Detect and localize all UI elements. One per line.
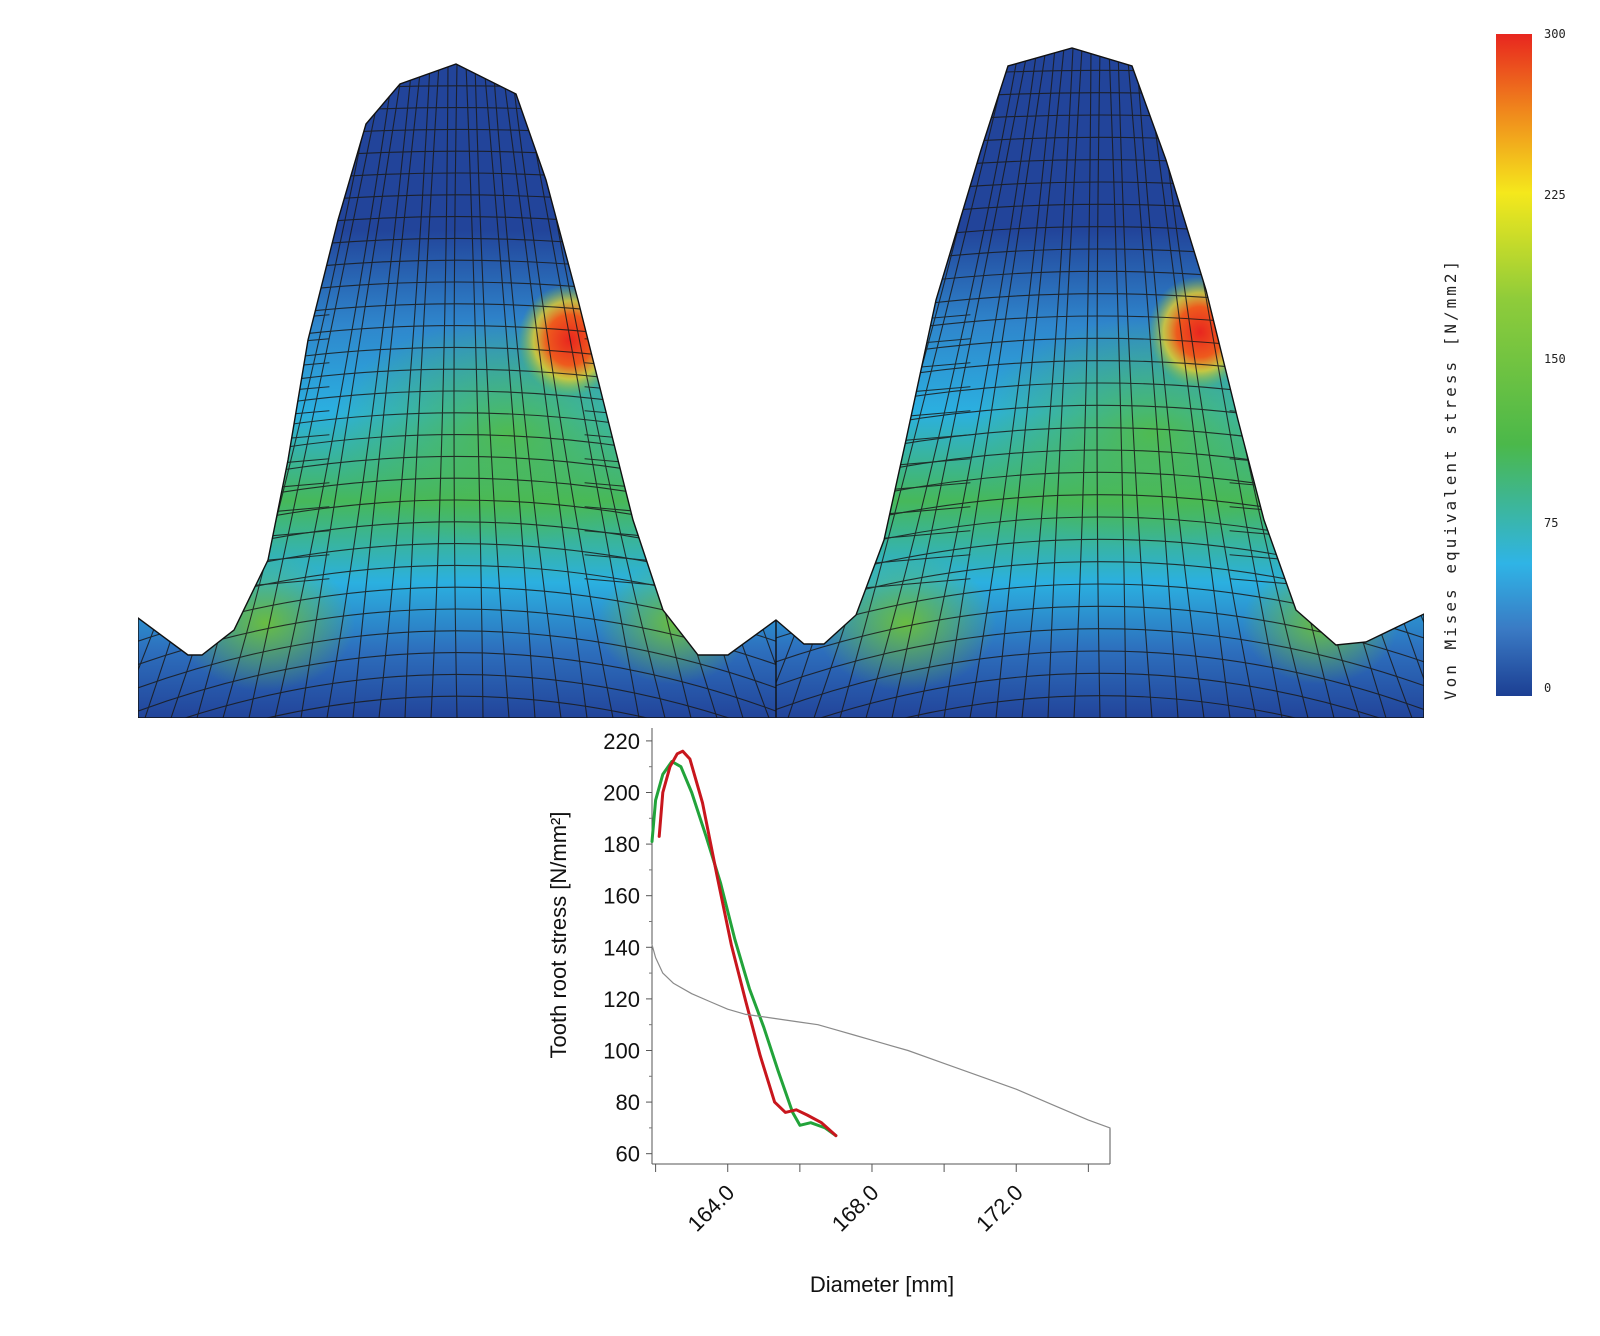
x-tick-label: 164.0	[683, 1180, 740, 1237]
x-tick-label: 168.0	[827, 1180, 884, 1237]
y-tick-label: 180	[603, 832, 640, 857]
y-tick-label: 60	[616, 1142, 640, 1167]
x-tick-label: 172.0	[971, 1180, 1028, 1237]
y-tick-label: 220	[603, 729, 640, 754]
chart-axes: 60 80 100 120 140 160 180 200 220 164.0 168.0 172.0	[603, 728, 1111, 1237]
colorbar-gradient	[1496, 34, 1532, 696]
y-axis-label: Tooth root stress [N/mm²]	[546, 812, 571, 1059]
colorbar-tick-75: 75	[1544, 516, 1558, 530]
series-line-2	[651, 944, 1111, 1129]
colorbar-tick-300: 300	[1544, 27, 1566, 41]
y-tick-label: 100	[603, 1038, 640, 1063]
series-line-1	[657, 749, 838, 1138]
colorbar-tick-0: 0	[1544, 681, 1551, 695]
tooth-root-stress-chart: 60 80 100 120 140 160 180 200 220 164.0 168.0 172.0…	[540, 720, 1160, 1330]
fea-stress-plot-left	[138, 40, 776, 718]
fea-stress-plot-right	[776, 40, 1424, 718]
y-tick-label: 200	[603, 780, 640, 805]
series-line-0	[650, 760, 838, 1138]
y-tick-label: 160	[603, 884, 640, 909]
fea-mesh-left	[138, 63, 776, 718]
y-tick-label: 120	[603, 987, 640, 1012]
x-axis-label: Diameter [mm]	[810, 1272, 954, 1297]
colorbar-tick-150: 150	[1544, 352, 1566, 366]
colorbar-label: Von Mises equivalent stress [N/mm2]	[1441, 258, 1460, 700]
colorbar-tick-225: 225	[1544, 188, 1566, 202]
y-tick-label: 140	[603, 935, 640, 960]
y-tick-label: 80	[616, 1090, 640, 1115]
fea-mesh-right	[776, 47, 1424, 718]
chart-series	[650, 749, 1111, 1138]
colorbar: 300 225 150 75 0 Von Mises equivalent st…	[1420, 20, 1590, 720]
